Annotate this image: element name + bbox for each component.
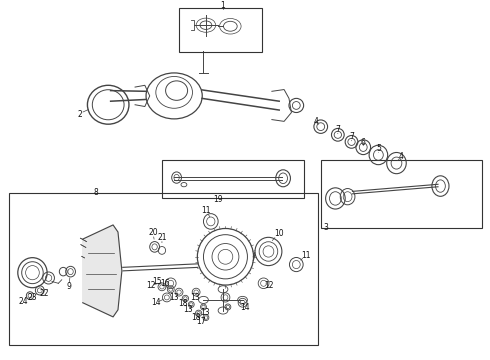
- Text: 16: 16: [161, 279, 170, 288]
- Text: 13: 13: [190, 293, 200, 302]
- Text: 13: 13: [170, 293, 179, 302]
- Text: 18: 18: [178, 299, 188, 308]
- Text: 5: 5: [376, 144, 381, 153]
- Text: 21: 21: [157, 233, 167, 242]
- Text: 20: 20: [148, 228, 158, 237]
- Text: 11: 11: [201, 206, 211, 215]
- Text: 15: 15: [152, 277, 162, 286]
- Text: 6: 6: [361, 138, 366, 147]
- Text: 12: 12: [147, 280, 156, 289]
- Text: 19: 19: [213, 195, 223, 204]
- Text: 18: 18: [192, 313, 201, 322]
- Text: 4: 4: [314, 117, 318, 126]
- Text: 2: 2: [78, 110, 83, 119]
- Text: 1: 1: [220, 1, 225, 10]
- Bar: [179, 8, 262, 52]
- Text: 17: 17: [196, 317, 206, 326]
- Text: 10: 10: [274, 229, 284, 238]
- Text: 14: 14: [151, 298, 161, 307]
- Bar: [162, 159, 304, 198]
- Text: 11: 11: [301, 251, 311, 260]
- Text: 8: 8: [94, 188, 98, 197]
- Text: 14: 14: [240, 303, 250, 312]
- Bar: [9, 193, 318, 345]
- Text: 13: 13: [200, 308, 210, 317]
- Text: 7: 7: [335, 125, 340, 134]
- Text: 13: 13: [184, 305, 193, 314]
- Text: 22: 22: [40, 289, 49, 298]
- Polygon shape: [83, 225, 122, 317]
- Text: 3: 3: [323, 223, 328, 232]
- Text: 12: 12: [264, 281, 273, 290]
- Text: 9: 9: [67, 282, 72, 291]
- Text: 24: 24: [19, 297, 28, 306]
- Bar: [321, 159, 482, 229]
- Text: 4: 4: [399, 152, 404, 161]
- Text: 7: 7: [349, 132, 354, 141]
- Text: 23: 23: [27, 293, 37, 302]
